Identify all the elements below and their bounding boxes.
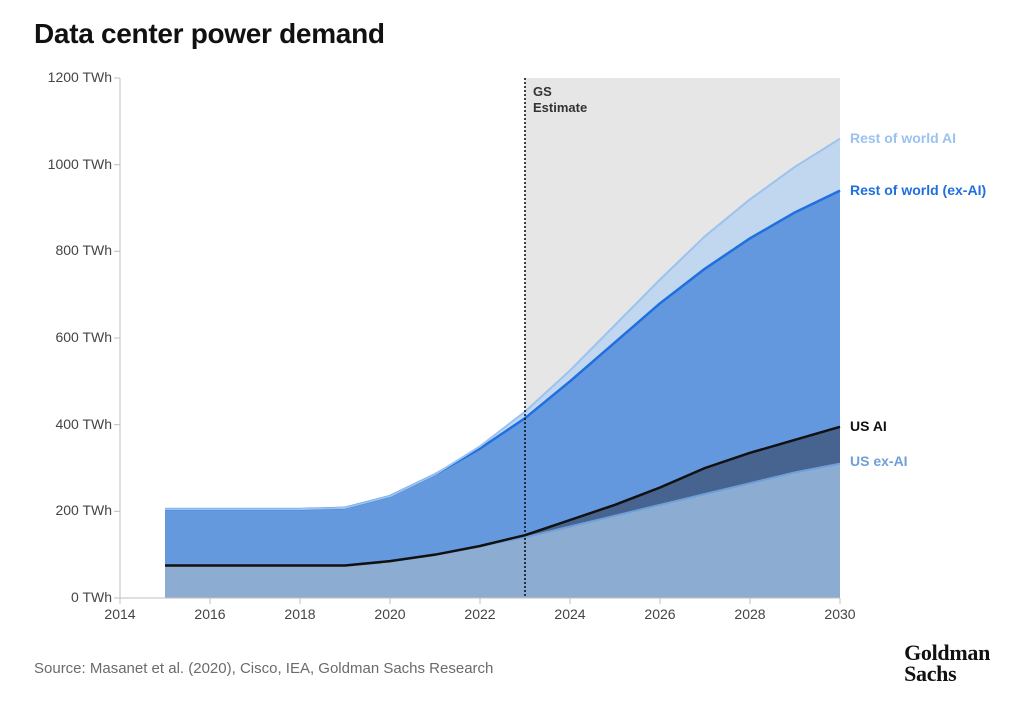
- source-line: Source: Masanet et al. (2020), Cisco, IE…: [34, 660, 493, 677]
- series-label-row_ai: Rest of world AI: [850, 130, 990, 146]
- estimate-label-l1: GS: [533, 84, 552, 99]
- chart-area: [120, 78, 840, 598]
- series-label-row_ex_ai: Rest of world (ex-AI): [850, 182, 990, 198]
- ytick-label: 200 TWh: [55, 502, 112, 518]
- series-label-us_ai: US AI: [850, 418, 887, 434]
- xtick-label: 2028: [734, 606, 765, 622]
- xtick-label: 2024: [554, 606, 585, 622]
- series-label-us_ex_ai: US ex-AI: [850, 453, 908, 469]
- ytick-label: 400 TWh: [55, 416, 112, 432]
- xtick-label: 2022: [464, 606, 495, 622]
- estimate-label: GSEstimate: [533, 84, 587, 117]
- xtick-label: 2016: [194, 606, 225, 622]
- xtick-label: 2014: [104, 606, 135, 622]
- xtick-label: 2030: [824, 606, 855, 622]
- chart-title: Data center power demand: [34, 18, 385, 50]
- ytick-label: 1200 TWh: [48, 69, 112, 85]
- xtick-label: 2018: [284, 606, 315, 622]
- xtick-label: 2020: [374, 606, 405, 622]
- ytick-label: 600 TWh: [55, 329, 112, 345]
- ytick-label: 0 TWh: [71, 589, 112, 605]
- ytick-label: 800 TWh: [55, 242, 112, 258]
- estimate-label-l2: Estimate: [533, 100, 587, 115]
- xtick-label: 2026: [644, 606, 675, 622]
- chart-svg: [120, 78, 840, 598]
- ytick-label: 1000 TWh: [48, 156, 112, 172]
- brand-logo: Goldman Sachs: [904, 643, 990, 685]
- brand-line2: Sachs: [904, 664, 990, 685]
